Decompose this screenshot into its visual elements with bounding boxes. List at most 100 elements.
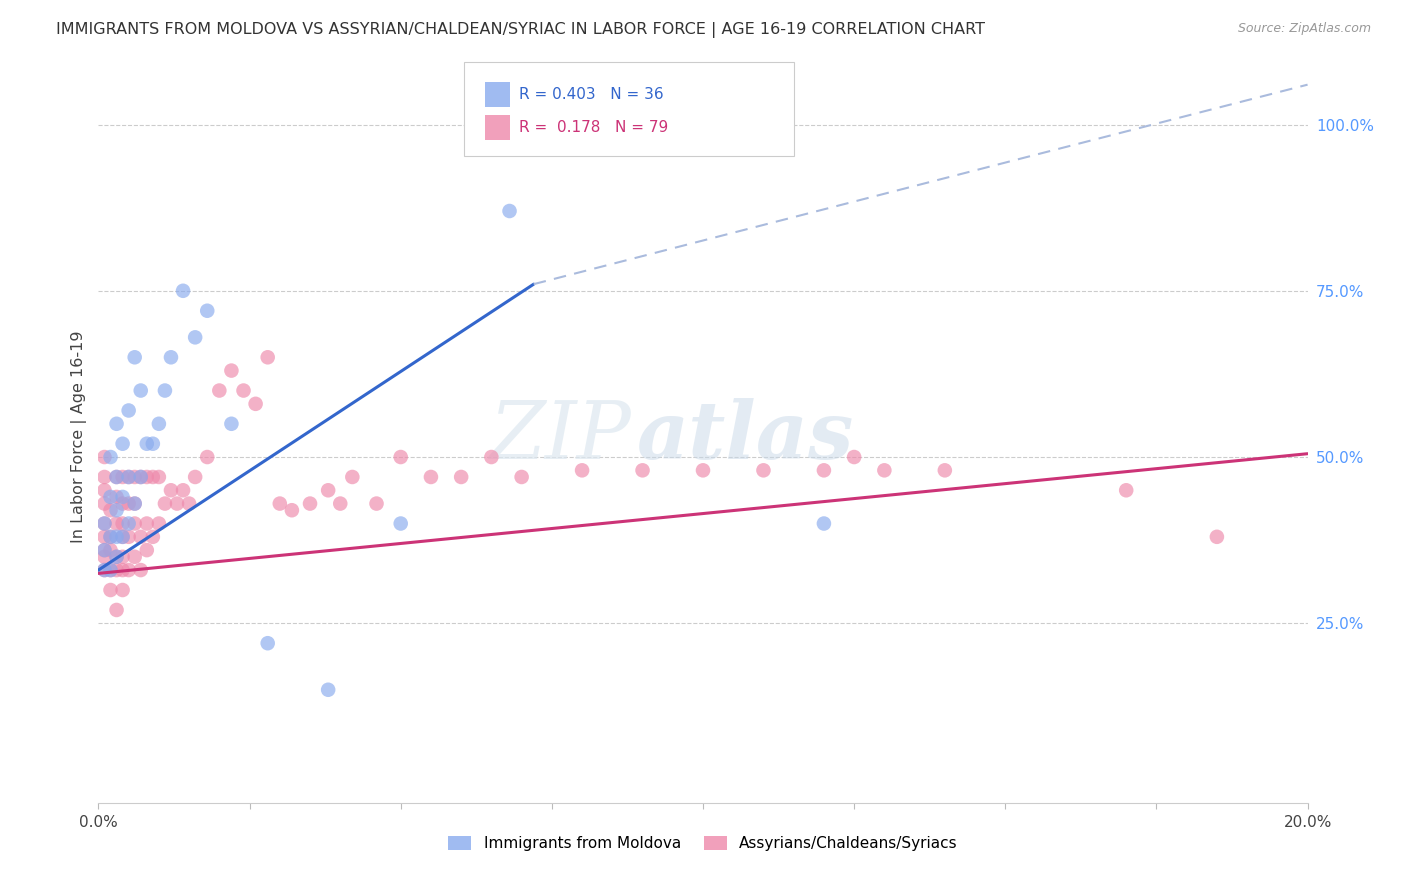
Point: [93, 516, 115, 531]
Point: [124, 497, 146, 511]
Point: [105, 503, 128, 517]
Point: [111, 490, 134, 504]
Point: [100, 530, 122, 544]
Point: [389, 450, 412, 464]
Point: [93, 563, 115, 577]
Point: [105, 470, 128, 484]
Point: [111, 582, 134, 597]
Point: [160, 351, 183, 365]
Point: [184, 330, 207, 344]
Point: [221, 417, 243, 431]
Point: [105, 563, 128, 577]
Point: [93, 543, 115, 558]
Point: [118, 563, 141, 577]
Point: [100, 563, 122, 577]
Point: [93, 497, 115, 511]
Text: IMMIGRANTS FROM MOLDOVA VS ASSYRIAN/CHALDEAN/SYRIAC IN LABOR FORCE | AGE 16-19 C: IMMIGRANTS FROM MOLDOVA VS ASSYRIAN/CHAL…: [56, 22, 986, 38]
Point: [195, 303, 218, 318]
Point: [1115, 483, 1137, 498]
Point: [111, 549, 134, 564]
Point: [129, 384, 152, 398]
Point: [100, 582, 122, 597]
Point: [105, 530, 128, 544]
Point: [510, 470, 533, 484]
Point: [93, 450, 115, 464]
Point: [118, 516, 141, 531]
Point: [111, 497, 134, 511]
Point: [100, 490, 122, 504]
Point: [316, 682, 339, 697]
Point: [692, 463, 714, 477]
Point: [148, 417, 170, 431]
Point: [93, 516, 115, 531]
Point: [135, 516, 157, 531]
Point: [93, 483, 115, 498]
Point: [232, 384, 254, 398]
Point: [366, 497, 388, 511]
Point: [111, 530, 134, 544]
Legend: Immigrants from Moldova, Assyrians/Chaldeans/Syriacs: Immigrants from Moldova, Assyrians/Chald…: [443, 830, 963, 857]
Point: [111, 563, 134, 577]
Point: [105, 549, 128, 564]
Point: [571, 463, 593, 477]
Point: [93, 563, 115, 577]
Point: [93, 470, 115, 484]
Point: [124, 516, 146, 531]
Point: [153, 384, 176, 398]
Point: [934, 463, 956, 477]
Text: atlas: atlas: [637, 399, 853, 475]
Point: [256, 636, 278, 650]
Point: [160, 483, 183, 498]
Point: [329, 497, 352, 511]
Point: [813, 516, 835, 531]
Text: ZIP: ZIP: [489, 399, 630, 475]
Point: [118, 530, 141, 544]
Point: [111, 530, 134, 544]
Point: [135, 543, 157, 558]
Point: [844, 450, 866, 464]
Point: [221, 363, 243, 377]
Text: R =  0.178   N = 79: R = 0.178 N = 79: [519, 120, 668, 136]
Point: [124, 351, 146, 365]
Point: [256, 351, 278, 365]
Point: [142, 470, 165, 484]
Text: Source: ZipAtlas.com: Source: ZipAtlas.com: [1237, 22, 1371, 36]
Point: [105, 470, 128, 484]
Point: [105, 417, 128, 431]
Point: [93, 530, 115, 544]
Point: [118, 470, 141, 484]
Point: [245, 397, 267, 411]
Point: [153, 497, 176, 511]
Point: [100, 563, 122, 577]
Point: [208, 384, 231, 398]
Point: [100, 530, 122, 544]
Point: [124, 470, 146, 484]
Point: [1206, 530, 1229, 544]
Point: [124, 549, 146, 564]
Point: [813, 463, 835, 477]
Point: [100, 543, 122, 558]
Point: [148, 470, 170, 484]
Point: [873, 463, 896, 477]
Point: [142, 436, 165, 450]
Point: [420, 470, 443, 484]
Point: [142, 530, 165, 544]
Point: [118, 403, 141, 417]
Point: [481, 450, 503, 464]
Point: [135, 436, 157, 450]
Y-axis label: In Labor Force | Age 16-19: In Labor Force | Age 16-19: [72, 331, 87, 543]
Point: [118, 497, 141, 511]
Point: [172, 483, 194, 498]
Point: [129, 470, 152, 484]
Point: [172, 284, 194, 298]
Point: [111, 470, 134, 484]
Point: [129, 530, 152, 544]
Point: [179, 497, 201, 511]
Point: [93, 549, 115, 564]
Point: [631, 463, 654, 477]
Point: [129, 563, 152, 577]
Point: [316, 483, 339, 498]
Point: [450, 470, 472, 484]
Point: [498, 204, 520, 219]
Point: [105, 490, 128, 504]
